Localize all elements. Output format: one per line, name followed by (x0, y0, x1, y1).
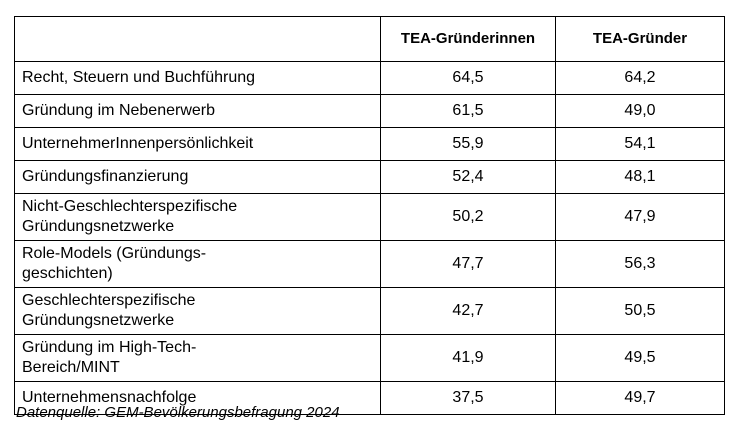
value-gruenderinnen: 55,9 (380, 127, 556, 161)
tea-founders-table: TEA-Gründerinnen TEA-Gründer Recht, Steu… (14, 16, 725, 415)
row-label: Gründung im High-Tech- Bereich/MINT (14, 334, 381, 382)
value-gruender: 54,1 (555, 127, 725, 161)
table-header-row: TEA-Gründerinnen TEA-Gründer (14, 16, 725, 62)
table-row: Gründung im Nebenerwerb 61,5 49,0 (14, 94, 725, 128)
header-empty-cell (14, 16, 381, 62)
row-label: Unternehmensnachfolge (14, 381, 381, 415)
row-label: Geschlechterspezifische Gründungsnetzwer… (14, 287, 381, 335)
table-row: Geschlechterspezifische Gründungsnetzwer… (14, 287, 725, 335)
value-gruender: 50,5 (555, 287, 725, 335)
value-gruenderinnen: 61,5 (380, 94, 556, 128)
value-gruenderinnen: 52,4 (380, 160, 556, 194)
table-row: Gründungsfinanzierung 52,4 48,1 (14, 160, 725, 194)
row-label: Nicht-Geschlechterspezifische Gründungsn… (14, 193, 381, 241)
data-source-note: Datenquelle: GEM-Bevölkerungsbefragung 2… (16, 404, 340, 421)
value-gruender: 48,1 (555, 160, 725, 194)
row-label: Gründung im Nebenerwerb (14, 94, 381, 128)
table-row: Recht, Steuern und Buchführung 64,5 64,2 (14, 61, 725, 95)
value-gruender: 49,7 (555, 381, 725, 415)
value-gruender: 64,2 (555, 61, 725, 95)
value-gruenderinnen: 41,9 (380, 334, 556, 382)
value-gruenderinnen: 47,7 (380, 240, 556, 288)
value-gruenderinnen: 42,7 (380, 287, 556, 335)
table-row: Gründung im High-Tech- Bereich/MINT 41,9… (14, 334, 725, 382)
table-row: Role-Models (Gründungs- geschichten) 47,… (14, 240, 725, 288)
row-label: UnternehmerInnenpersönlichkeit (14, 127, 381, 161)
header-tea-gruenderinnen: TEA-Gründerinnen (380, 16, 556, 62)
header-tea-gruender: TEA-Gründer (555, 16, 725, 62)
table-row: Nicht-Geschlechterspezifische Gründungsn… (14, 193, 725, 241)
value-gruenderinnen: 50,2 (380, 193, 556, 241)
value-gruenderinnen: 64,5 (380, 61, 556, 95)
table-row: UnternehmerInnenpersönlichkeit 55,9 54,1 (14, 127, 725, 161)
value-gruender: 49,5 (555, 334, 725, 382)
row-label: Role-Models (Gründungs- geschichten) (14, 240, 381, 288)
value-gruender: 56,3 (555, 240, 725, 288)
row-label: Gründungsfinanzierung (14, 160, 381, 194)
value-gruenderinnen: 37,5 (380, 381, 556, 415)
row-label: Recht, Steuern und Buchführung (14, 61, 381, 95)
value-gruender: 49,0 (555, 94, 725, 128)
table-row: Unternehmensnachfolge 37,5 49,7 (14, 381, 725, 415)
value-gruender: 47,9 (555, 193, 725, 241)
